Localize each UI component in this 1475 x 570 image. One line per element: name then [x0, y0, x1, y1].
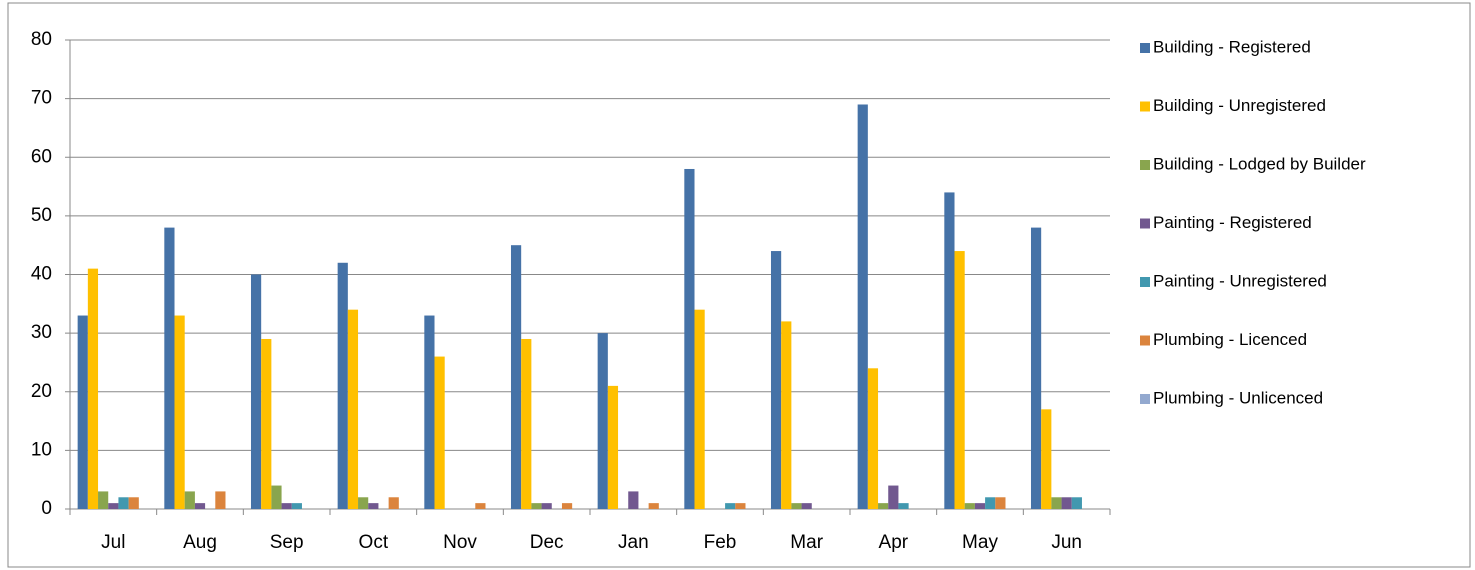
bar	[164, 227, 175, 509]
x-tick-label: Mar	[790, 532, 823, 553]
legend-label: Building - Registered	[1153, 37, 1311, 56]
bar	[118, 497, 129, 509]
legend-swatch	[1140, 43, 1150, 53]
bar	[77, 315, 88, 509]
legend-label: Building - Unregistered	[1153, 96, 1326, 115]
bar	[974, 503, 986, 509]
legend-label: Painting - Unregistered	[1153, 271, 1327, 290]
legend-label: Painting - Registered	[1153, 213, 1312, 232]
bar	[985, 497, 996, 509]
bar	[694, 309, 705, 509]
bar	[1030, 227, 1042, 509]
bar	[510, 245, 522, 509]
bar	[87, 268, 99, 509]
bar	[888, 485, 899, 509]
x-tick-label: Aug	[183, 532, 217, 553]
x-tick-label: Jun	[1051, 532, 1082, 553]
bar	[791, 503, 802, 509]
bar	[521, 338, 532, 509]
bar	[954, 251, 965, 510]
legend-swatch	[1140, 160, 1150, 170]
legend-swatch	[1140, 394, 1150, 404]
bar	[597, 333, 608, 509]
x-tick-label: Sep	[270, 532, 304, 553]
bar	[735, 503, 746, 509]
bar	[215, 491, 226, 509]
bar	[368, 503, 379, 509]
bar	[98, 491, 109, 509]
legend-label: Plumbing - Licenced	[1153, 330, 1307, 349]
legend-label: Building - Lodged by Builder	[1153, 154, 1366, 173]
bar	[291, 503, 302, 509]
legend-swatch	[1140, 335, 1150, 346]
y-tick-label: 20	[31, 381, 52, 402]
y-tick-label: 30	[31, 322, 52, 343]
bar	[1051, 497, 1062, 509]
bar	[174, 315, 185, 509]
x-tick-label: Oct	[359, 532, 389, 553]
y-tick-label: 40	[31, 264, 52, 285]
x-tick-label: May	[962, 532, 998, 553]
bar	[250, 274, 262, 509]
bar	[531, 503, 542, 509]
bar	[1061, 497, 1072, 509]
bar	[271, 485, 282, 509]
bar	[801, 503, 812, 509]
y-tick-label: 0	[41, 498, 52, 519]
legend-swatch	[1140, 101, 1150, 112]
bar	[194, 503, 206, 509]
bar	[857, 104, 868, 510]
bar	[995, 497, 1006, 509]
y-tick-label: 70	[31, 88, 52, 109]
bar	[781, 321, 792, 509]
legend-swatch	[1140, 277, 1150, 287]
y-tick-label: 60	[31, 146, 52, 167]
y-tick-label: 10	[31, 439, 52, 460]
bar	[184, 491, 195, 509]
bar	[607, 385, 619, 509]
bar	[684, 168, 695, 509]
bar	[541, 503, 552, 509]
bar	[628, 491, 639, 509]
bar	[725, 503, 736, 509]
bar	[108, 503, 119, 509]
legend-swatch	[1140, 218, 1150, 229]
bar	[898, 503, 909, 509]
bar	[1041, 409, 1052, 509]
bar	[964, 503, 975, 509]
bar	[424, 315, 435, 509]
bar	[1071, 497, 1082, 509]
bar	[128, 497, 139, 509]
x-tick-label: Apr	[879, 532, 909, 553]
x-tick-label: Feb	[704, 532, 737, 553]
x-tick-label: Dec	[530, 532, 564, 553]
bar	[770, 251, 782, 510]
bar	[944, 192, 955, 510]
bar	[434, 356, 445, 509]
bar	[337, 262, 348, 509]
bar	[261, 338, 272, 509]
bar	[475, 503, 486, 509]
bar	[281, 503, 292, 509]
y-tick-label: 50	[31, 205, 52, 226]
bar	[648, 503, 659, 509]
x-tick-label: Jul	[101, 532, 125, 553]
bar	[561, 503, 573, 509]
bar	[867, 368, 879, 509]
x-tick-label: Jan	[618, 532, 649, 553]
y-tick-label: 80	[31, 29, 52, 50]
x-tick-label: Nov	[443, 532, 477, 553]
bar	[388, 497, 399, 509]
bar	[358, 497, 369, 509]
legend-label: Plumbing - Unlicenced	[1153, 388, 1323, 407]
bar	[878, 503, 889, 509]
bar	[347, 309, 359, 509]
